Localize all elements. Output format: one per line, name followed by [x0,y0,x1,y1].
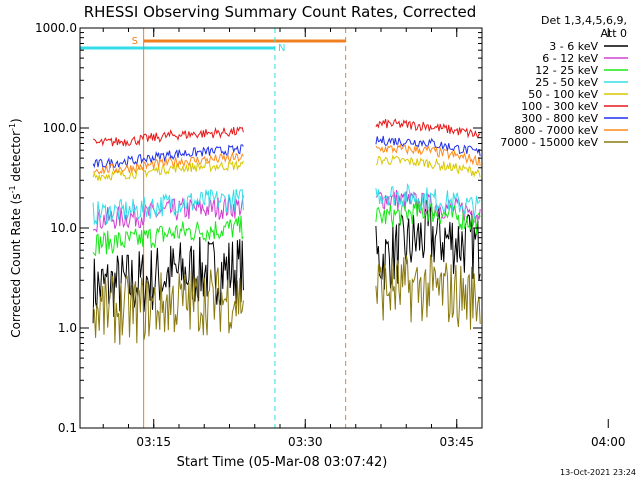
series-line-7-seg0 [93,151,244,175]
legend-label-0: 3 - 6 keV [549,40,598,53]
series-2 [92,200,481,257]
x-tick-label: 03:45 [439,435,474,449]
series-8 [92,254,481,345]
series-line-6-seg0 [92,144,244,169]
series-7 [93,143,481,175]
series-line-2-seg0 [92,215,244,257]
x-axis-label: Start Time (05-Mar-08 03:07:42) [177,455,388,470]
series-line-8-seg0 [92,267,244,345]
legend-label-8: 7000 - 15000 keV [500,136,598,149]
series-line-7-seg1 [375,143,481,167]
legend-header-detectors: Det 1,3,4,5,6,9, [541,14,627,27]
flag-label-s: S [132,36,138,47]
series-line-2-seg1 [375,200,481,235]
series-line-5-seg0 [92,126,244,148]
series-line-4-seg1 [375,154,481,178]
y-tick-label: 10.0 [50,221,77,235]
footer-date: 13-Oct-2021 23:24 [560,468,636,477]
legend-label-5: 100 - 300 keV [521,100,598,113]
series-4 [92,154,481,181]
flag-label-n: N [278,43,285,54]
series-3 [92,183,481,226]
y-tick-label: 0.1 [58,421,77,435]
series-line-3-seg1 [375,183,481,219]
plot-frame [79,27,483,429]
legend-label-1: 6 - 12 keV [542,52,598,65]
x-tick-label: 03:30 [288,435,323,449]
legend-label-3: 25 - 50 keV [535,76,598,89]
legend-label-7: 800 - 7000 keV [514,124,598,137]
legend-label-4: 50 - 100 keV [528,88,598,101]
series-line-8-seg1 [375,254,481,330]
series-5 [92,118,481,148]
y-tick-label: 1.0 [58,321,77,335]
y-tick-label: 1000.0 [35,21,77,35]
x-tick-label: 04:00 [591,435,626,449]
series-line-4-seg0 [92,160,244,181]
x-tick-label: 03:15 [136,435,171,449]
legend-label-2: 12 - 25 keV [535,64,598,77]
chart-title: RHESSI Observing Summary Count Rates, Co… [84,3,477,21]
y-axis-label: Corrected Count Rate (s-1 detector-1) [8,118,23,337]
y-tick-label: 100.0 [43,121,77,135]
series-line-5-seg1 [375,118,481,139]
series-line-0-seg1 [375,199,481,290]
series-line-3-seg0 [92,189,244,226]
y-axis: 0.1 1.0 10.0 100.0 1000.0 [35,21,482,435]
legend-label-6: 300 - 800 keV [521,112,598,125]
legend-header-attenuator: Att 0 [601,27,627,40]
